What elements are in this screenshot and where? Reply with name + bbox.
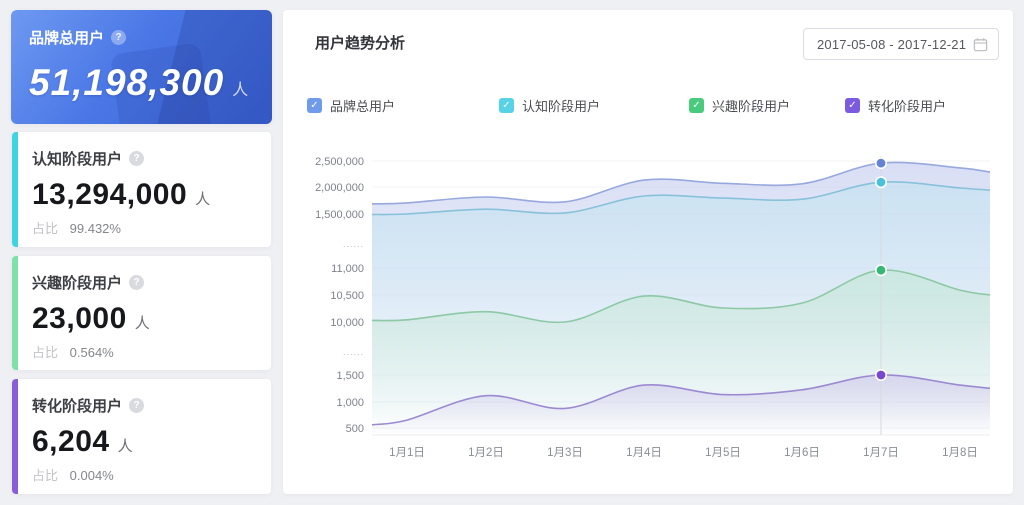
card-unit: 人 [195, 191, 211, 208]
svg-text:......: ...... [343, 347, 364, 357]
awareness-stage-card: 认知阶段用户 ? 13,294,000 人 占比 99.432% [12, 132, 271, 247]
date-range-value: 2017-05-08 - 2017-12-21 [817, 36, 967, 52]
card-unit: 人 [232, 82, 249, 99]
svg-text:1月8日: 1月8日 [942, 447, 978, 459]
conversion-stage-card: 转化阶段用户 ? 6,204 人 占比 0.004% [12, 379, 271, 494]
card-title: 品牌总用户 [29, 30, 105, 47]
svg-text:500: 500 [346, 423, 364, 435]
card-value: 51,198,300 [29, 62, 225, 103]
legend-item-conversion-users[interactable]: ✓ 转化阶段用户 [845, 96, 946, 115]
svg-text:......: ...... [343, 239, 364, 249]
legend-item-interest-users[interactable]: ✓ 兴趣阶段用户 [689, 96, 790, 115]
legend-label: 兴趣阶段用户 [712, 99, 791, 114]
svg-text:1月6日: 1月6日 [784, 447, 820, 459]
svg-text:1月4日: 1月4日 [626, 447, 662, 459]
legend-label: 品牌总用户 [330, 99, 396, 114]
accent-bar [12, 256, 18, 370]
svg-text:2,500,000: 2,500,000 [315, 156, 364, 168]
svg-text:1月7日: 1月7日 [863, 447, 899, 459]
help-icon[interactable]: ? [129, 151, 145, 166]
card-title: 兴趣阶段用户 [32, 275, 123, 292]
checkbox-checked-icon[interactable]: ✓ [689, 98, 704, 113]
date-range-picker[interactable]: 2017-05-08 - 2017-12-21 [803, 28, 999, 60]
calendar-icon [973, 37, 988, 51]
card-title: 认知阶段用户 [32, 151, 123, 168]
help-icon[interactable]: ? [129, 398, 145, 413]
svg-text:1月3日: 1月3日 [547, 447, 583, 459]
card-unit: 人 [134, 315, 150, 332]
panel-title: 用户趋势分析 [315, 35, 406, 52]
card-value: 13,294,000 [32, 178, 188, 211]
legend-label: 认知阶段用户 [522, 99, 601, 114]
card-unit: 人 [117, 438, 133, 455]
svg-text:2,000,000: 2,000,000 [315, 182, 364, 194]
trend-panel: 用户趋势分析 2017-05-08 - 2017-12-21 ✓ 品牌总用户 ✓… [283, 10, 1013, 494]
brand-total-users-card: 品牌总用户 ? 51,198,300 人 [11, 10, 272, 124]
ratio-label: 占比 [32, 345, 59, 360]
ratio-label: 占比 [32, 468, 59, 483]
trend-area-chart[interactable]: 2,500,000 2,000,000 1,500,000...... 11,000 1… [300, 140, 1010, 470]
svg-text:11,000: 11,000 [331, 263, 364, 275]
legend-item-awareness-users[interactable]: ✓ 认知阶段用户 [499, 96, 600, 115]
interest-stage-card: 兴趣阶段用户 ? 23,000 人 占比 0.564% [12, 256, 271, 370]
checkbox-checked-icon[interactable]: ✓ [499, 98, 514, 113]
legend-label: 转化阶段用户 [868, 99, 947, 114]
svg-text:1月2日: 1月2日 [468, 447, 504, 459]
ratio-value: 0.004% [69, 468, 114, 483]
card-title: 转化阶段用户 [32, 398, 123, 415]
ratio-label: 占比 [32, 221, 59, 236]
svg-text:1,000: 1,000 [336, 397, 364, 409]
ratio-value: 0.564% [69, 345, 114, 360]
svg-text:10,500: 10,500 [330, 290, 364, 302]
checkbox-checked-icon[interactable]: ✓ [845, 98, 860, 113]
help-icon[interactable]: ? [111, 30, 127, 45]
svg-text:10,000: 10,000 [330, 317, 364, 329]
card-value: 23,000 [32, 302, 127, 335]
ratio-value: 99.432% [69, 221, 121, 236]
svg-text:1月1日: 1月1日 [389, 447, 425, 459]
card-value: 6,204 [32, 425, 110, 458]
help-icon[interactable]: ? [129, 275, 145, 290]
svg-text:1月5日: 1月5日 [705, 447, 741, 459]
accent-bar [12, 379, 18, 494]
svg-text:1,500: 1,500 [336, 370, 364, 382]
svg-text:1,500,000: 1,500,000 [315, 209, 364, 221]
chart-legend: ✓ 品牌总用户 ✓ 认知阶段用户 ✓ 兴趣阶段用户 ✓ 转化阶段用户 [283, 96, 1013, 116]
accent-bar [12, 132, 18, 247]
checkbox-checked-icon[interactable]: ✓ [307, 98, 322, 113]
legend-item-brand-users[interactable]: ✓ 品牌总用户 [307, 96, 395, 115]
